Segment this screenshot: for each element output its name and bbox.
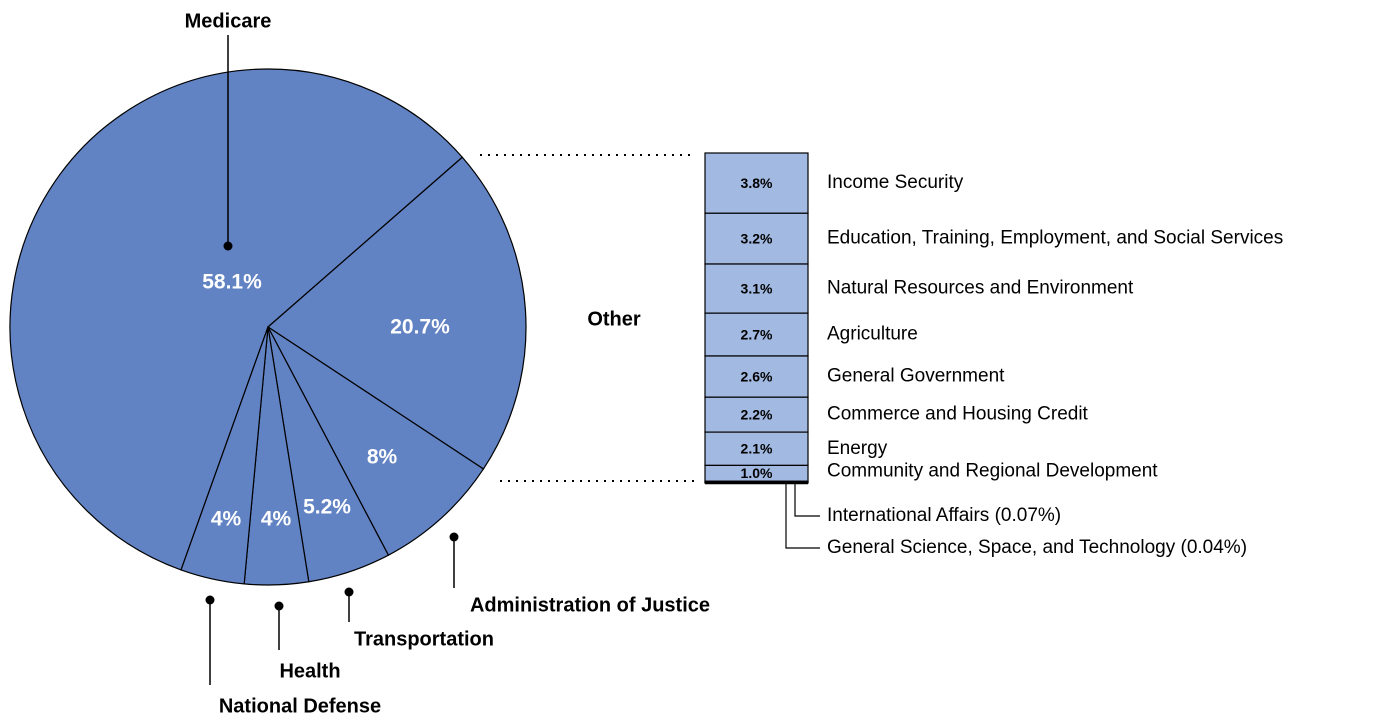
leader-dot: [274, 601, 284, 611]
segment-name: Energy: [827, 438, 888, 459]
bar-segment: [704, 355, 809, 398]
segment-value-label: (0.07%): [995, 505, 1062, 526]
category-label: Medicare: [185, 10, 272, 32]
category-label: National Defense: [219, 695, 381, 717]
segment-name: Commerce and Housing Credit: [827, 404, 1089, 425]
segment-name: Agriculture: [827, 324, 918, 345]
segment-name: General Science, Space, and Technology: [827, 537, 1176, 558]
segment-value-label: 2.6%: [741, 368, 773, 384]
slice-value-label: 4%: [261, 508, 292, 531]
bar-segment: [704, 431, 809, 466]
pie-slice: [267, 156, 527, 470]
bracket-line: [794, 483, 820, 517]
leader-dot: [223, 241, 233, 251]
segment-name: Education, Training, Employment, and Soc…: [827, 228, 1283, 249]
segment-value-label: 3.1%: [741, 280, 773, 296]
leader-dot: [205, 595, 215, 605]
slice-value-label: 58.1%: [202, 271, 262, 294]
category-label: Administration of Justice: [470, 594, 710, 616]
leader-dot: [344, 587, 354, 597]
bar-segment: [704, 263, 809, 314]
slice-value-label: 5.2%: [303, 496, 351, 519]
segment-name: Natural Resources and Environment: [827, 278, 1134, 299]
segment-value-label: 3.8%: [741, 175, 773, 191]
bracket-line: [785, 483, 820, 549]
leader-dot: [449, 532, 459, 542]
segment-value-label: 2.7%: [741, 326, 773, 342]
segment-name: International Affairs: [827, 505, 989, 526]
slice-value-label: 4%: [211, 508, 242, 531]
segment-name: Community and Regional Development: [827, 460, 1158, 481]
category-label: Health: [279, 660, 340, 682]
segment-name: General Government: [827, 366, 1005, 387]
segment-name: Income Security: [827, 172, 964, 193]
category-label: Transportation: [354, 628, 494, 650]
slice-value-label: 8%: [367, 446, 398, 469]
pie-slice: [9, 68, 464, 571]
pie-slice: [180, 326, 269, 585]
bar-segment: [704, 152, 809, 214]
segment-value-label: 1.0%: [741, 465, 773, 481]
segment-value-label: (0.04%): [1181, 537, 1248, 558]
segment-value-label: 2.1%: [741, 440, 773, 456]
segment-value-label: 3.2%: [741, 230, 773, 246]
segment-label: General Science, Space, and Technology (…: [827, 537, 1247, 558]
segment-label: International Affairs (0.07%): [827, 505, 1061, 526]
segment-value-label: 2.2%: [741, 406, 773, 422]
pie-slice: [267, 326, 485, 556]
bar-segment: [704, 396, 809, 433]
bar-segment: [704, 312, 809, 357]
category-label: Other: [587, 308, 641, 330]
slice-value-label: 20.7%: [390, 316, 450, 339]
bar-segment: [704, 212, 809, 265]
